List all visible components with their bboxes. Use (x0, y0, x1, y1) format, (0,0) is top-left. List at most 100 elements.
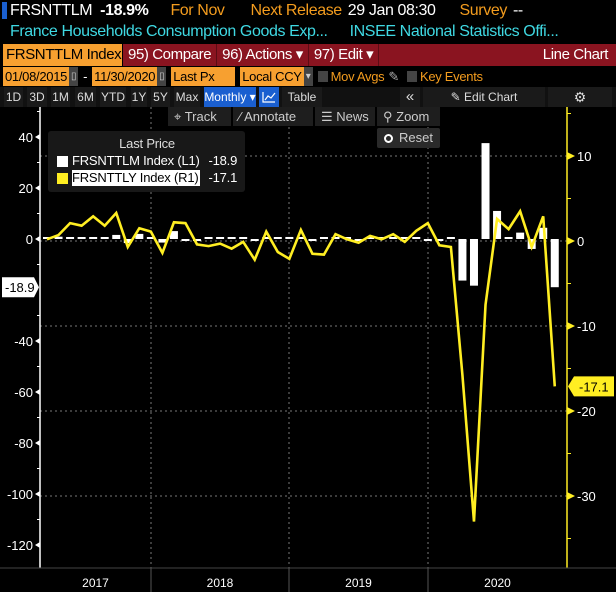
bar (146, 237, 155, 239)
left-tick-label: -120 (7, 538, 33, 553)
chart: 40 20 0 -40 -60 -80 -100 -120 10 0 -10 -20 -30 -18.9 -… (0, 107, 616, 592)
bar (54, 236, 63, 239)
command-bar-items: 95) Compare 96) Actions ▾ 97) Edit ▾ Lin… (123, 44, 616, 66)
frequency-select[interactable]: Monthly ▾ (204, 87, 256, 107)
left-tick-label: 20 (19, 181, 33, 196)
ticker: FRSNTTLM (10, 2, 93, 19)
right-tick-marker (567, 492, 575, 500)
track-button[interactable]: ⌖ Track (168, 107, 231, 126)
news-icon: ☰ (321, 109, 337, 124)
field-select[interactable]: Last Px (171, 67, 236, 86)
x-tick-label: 2020 (484, 576, 511, 590)
settings-row: 01/08/2015 ▯ - 11/30/2020 ▯ Last Px Loca… (3, 67, 483, 86)
last-value-tag-left (2, 277, 39, 298)
survey-label: Survey (459, 2, 508, 19)
left-tick-marker (35, 185, 40, 191)
edit-chart-button[interactable]: ✎ Edit Chart (423, 87, 545, 107)
security-description: France Households Consumption Goods Exp.… (10, 23, 328, 40)
legend: Last Price FRSNTTLM Index (L1) -18.9 FRS… (48, 131, 246, 192)
right-tick-marker (567, 152, 575, 160)
edit-button[interactable]: 97) Edit ▾ (309, 44, 380, 66)
pencil-icon: ✎ (450, 90, 465, 104)
left-tick-marker (35, 542, 40, 548)
legend-value: -18.9 (208, 153, 238, 168)
legend-label[interactable]: FRSNTTLM Index (L1) (72, 153, 200, 168)
chart-type-label: Line Chart (542, 46, 609, 63)
end-date-input[interactable]: 11/30/2020 (92, 67, 158, 86)
next-release-value: 29 Jan 08:30 (347, 2, 436, 19)
bar (469, 239, 478, 286)
line-chart-icon[interactable] (259, 87, 279, 107)
right-tick-marker (567, 407, 575, 415)
calendar-icon[interactable]: ▯ (69, 67, 79, 86)
legend-item: FRSNTTLM Index (L1) -18.9 (57, 153, 237, 169)
left-tick-label: 40 (19, 130, 33, 145)
bar (331, 237, 340, 239)
left-tick-label: -40 (14, 334, 33, 349)
actions-button[interactable]: 96) Actions ▾ (217, 44, 309, 66)
gear-icon[interactable]: ⚙ (548, 87, 612, 107)
news-button[interactable]: ☰ News (315, 107, 375, 126)
period-button-1d[interactable]: 1D (4, 87, 23, 107)
right-tick-marker (567, 322, 575, 330)
bar (435, 239, 444, 241)
period-button-3d[interactable]: 3D (27, 87, 47, 107)
bar (296, 237, 305, 239)
news-label: News (336, 109, 369, 124)
bar (366, 237, 375, 239)
bar (227, 237, 236, 239)
header-row: FRSNTTLM -18.9% For Nov Next Release 29 … (2, 0, 523, 21)
chevron-down-icon[interactable]: ▾ (303, 67, 313, 86)
reset-button[interactable]: Reset (377, 128, 440, 148)
period-button-1y[interactable]: 1Y (131, 87, 147, 107)
reset-icon (384, 134, 393, 143)
calendar-icon[interactable]: ▯ (157, 67, 167, 86)
bar (158, 239, 167, 243)
bar (412, 237, 421, 239)
magnifier-icon: ⚲ (383, 109, 397, 124)
left-tick-label: 0 (26, 232, 33, 247)
description-row: France Households Consumption Goods Exp.… (10, 21, 559, 43)
zoom-label: Zoom (396, 109, 430, 124)
start-date-input[interactable]: 01/08/2015 (3, 67, 70, 86)
bar (400, 237, 409, 239)
annotate-button[interactable]: ∕ Annotate (233, 107, 313, 126)
period-button-1m[interactable]: 1M (51, 87, 70, 107)
legend-title: Last Price (119, 136, 175, 151)
currency-select[interactable]: Local CCY (240, 67, 304, 86)
bar (308, 239, 317, 241)
period: For Nov (170, 2, 225, 19)
crosshair-icon: ⌖ (174, 109, 185, 124)
last-value-left: -18.9 (5, 280, 35, 295)
left-tick-marker (35, 389, 40, 395)
left-tick-marker (35, 491, 40, 497)
series-line (46, 208, 557, 522)
right-tick-label: -10 (577, 319, 596, 334)
x-tick-label: 2019 (345, 576, 372, 590)
change-value: -18.9% (100, 2, 149, 19)
x-tick-label: 2018 (207, 576, 234, 590)
bar (423, 239, 432, 241)
collapse-button[interactable]: « (400, 87, 420, 107)
reset-label: Reset (399, 130, 433, 145)
ticker-marker (2, 2, 7, 19)
period-button-ytd[interactable]: YTD (100, 87, 126, 107)
table-button[interactable]: Table (282, 87, 322, 107)
legend-label[interactable]: FRSNTTLY Index (R1) (72, 170, 201, 186)
period-button-5y[interactable]: 5Y (151, 87, 170, 107)
mov-avgs-label: Mov Avgs (330, 69, 385, 84)
date-dash: - (83, 69, 88, 84)
security-field[interactable]: FRSNTTLM Index (3, 44, 122, 66)
key-events-checkbox[interactable] (406, 71, 417, 82)
bar (77, 237, 86, 239)
pencil-icon[interactable]: ✎ (388, 69, 399, 84)
bar (550, 239, 559, 288)
period-button-max[interactable]: Max (174, 87, 200, 107)
bar (458, 239, 467, 281)
compare-button[interactable]: 95) Compare (123, 44, 218, 66)
annotate-label: Annotate (244, 109, 297, 124)
period-button-6m[interactable]: 6M (75, 87, 96, 107)
mov-avgs-checkbox[interactable] (317, 71, 328, 82)
zoom-button[interactable]: ⚲ Zoom (377, 107, 440, 126)
bar (123, 239, 132, 244)
